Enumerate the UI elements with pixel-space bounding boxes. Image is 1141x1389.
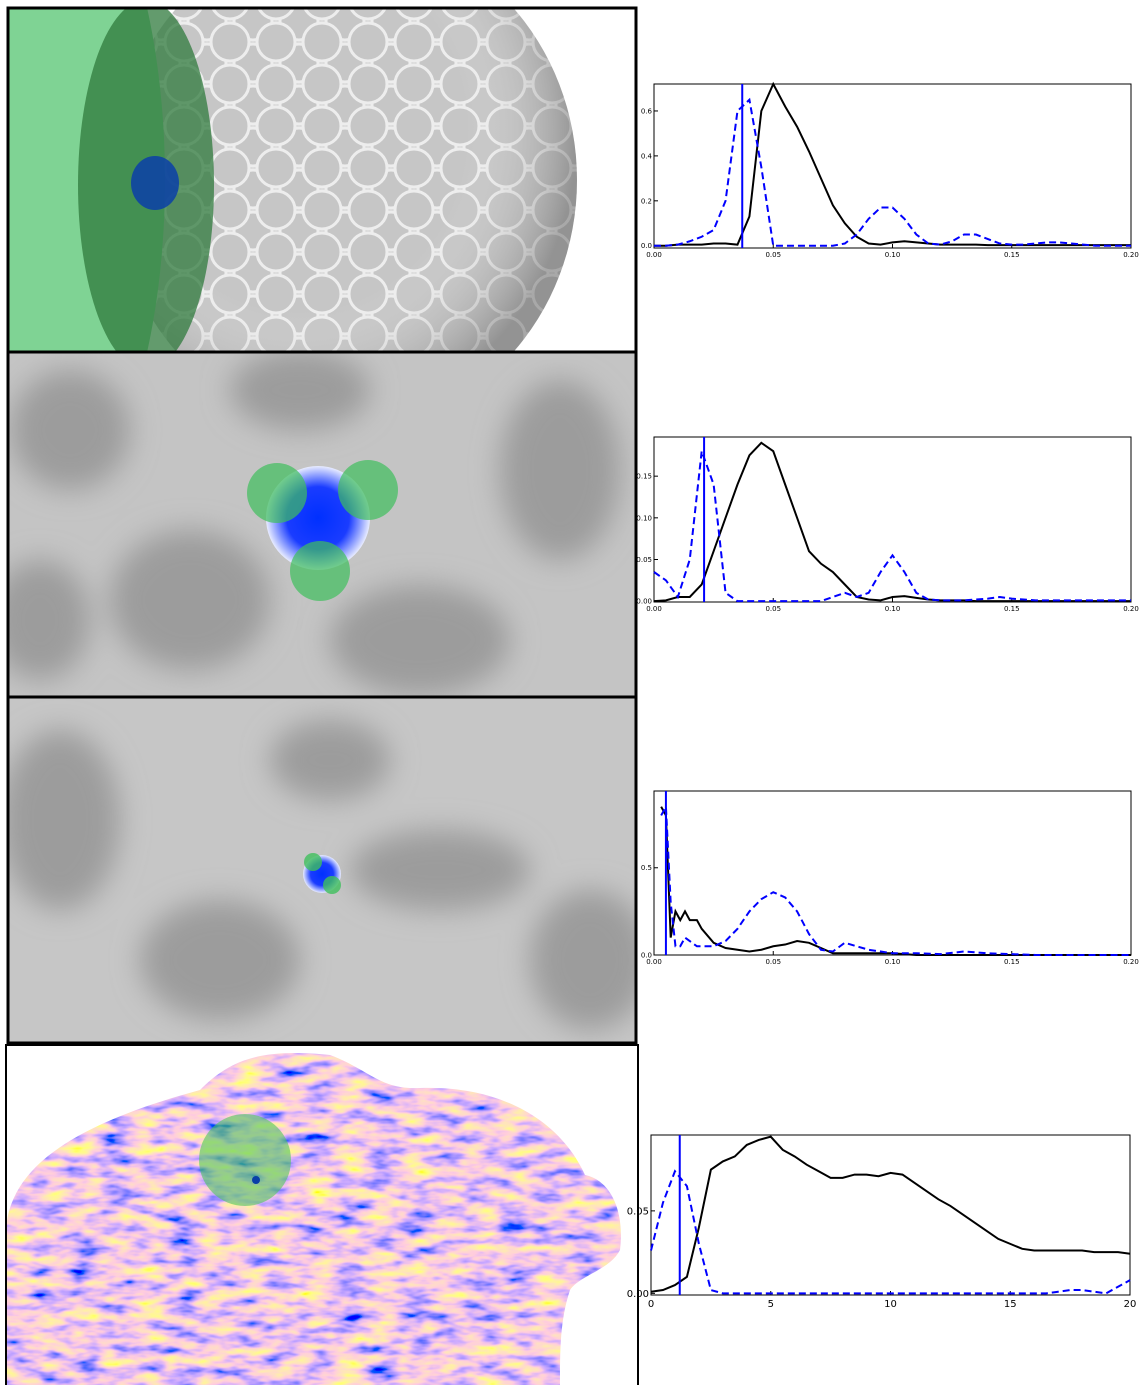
plot-frame <box>653 436 1132 603</box>
x-tick-label: 0.15 <box>1004 958 1020 966</box>
x-tick-label: 0.15 <box>1004 605 1020 613</box>
y-tick-label: 0.0 <box>641 951 652 959</box>
surface-render <box>8 697 636 1043</box>
x-tick-label: 0.20 <box>1123 251 1139 259</box>
y-tick-label: 0.10 <box>636 514 652 522</box>
x-tick-label: 0.05 <box>765 251 781 259</box>
golf-ball-render <box>8 8 636 352</box>
series-line <box>660 803 1131 956</box>
x-tick-label: 0.20 <box>1123 958 1139 966</box>
y-tick-label: 0.00 <box>636 598 652 606</box>
y-tick-label: 0.4 <box>641 152 653 160</box>
series-line <box>654 81 1131 247</box>
x-tick-label: 0.00 <box>646 958 662 966</box>
series-line <box>653 441 1131 603</box>
y-tick-label: 0.00 <box>627 1289 649 1300</box>
x-tick-label: 0.10 <box>885 251 901 259</box>
y-tick-label: 0.0 <box>641 242 652 250</box>
plot-frame <box>653 83 1132 249</box>
series-line <box>650 1169 1131 1295</box>
x-tick-label: 20 <box>1124 1299 1137 1310</box>
y-tick-label: 0.15 <box>636 473 652 481</box>
x-tick-label: 15 <box>1004 1299 1017 1310</box>
surface-render <box>8 352 636 697</box>
x-tick-label: 0.10 <box>885 605 901 613</box>
y-tick-label: 0.05 <box>627 1206 649 1217</box>
series-line <box>653 450 1131 603</box>
x-tick-label: 5 <box>768 1299 774 1310</box>
x-tick-label: 10 <box>884 1299 897 1310</box>
x-tick-label: 0 <box>648 1299 654 1310</box>
series-line <box>650 1135 1131 1293</box>
panel-frame <box>5 1044 639 1389</box>
x-tick-label: 0.10 <box>885 958 901 966</box>
panel-frame <box>6 695 638 1045</box>
x-tick-label: 0.05 <box>765 958 781 966</box>
plot-frame <box>653 790 1132 956</box>
x-tick-label: 0.05 <box>765 605 781 613</box>
series-line <box>660 806 1131 956</box>
x-tick-label: 0.15 <box>1004 251 1020 259</box>
bone-render <box>6 1045 638 1385</box>
y-tick-label: 0.6 <box>641 107 653 115</box>
series-line <box>654 97 1131 247</box>
x-tick-label: 0.20 <box>1123 605 1139 613</box>
y-tick-label: 0.2 <box>641 197 652 205</box>
x-tick-label: 0.00 <box>646 251 662 259</box>
plot-frame <box>650 1134 1131 1296</box>
y-tick-label: 0.5 <box>641 864 652 872</box>
y-tick-label: 0.05 <box>636 556 652 564</box>
x-tick-label: 0.00 <box>646 605 662 613</box>
